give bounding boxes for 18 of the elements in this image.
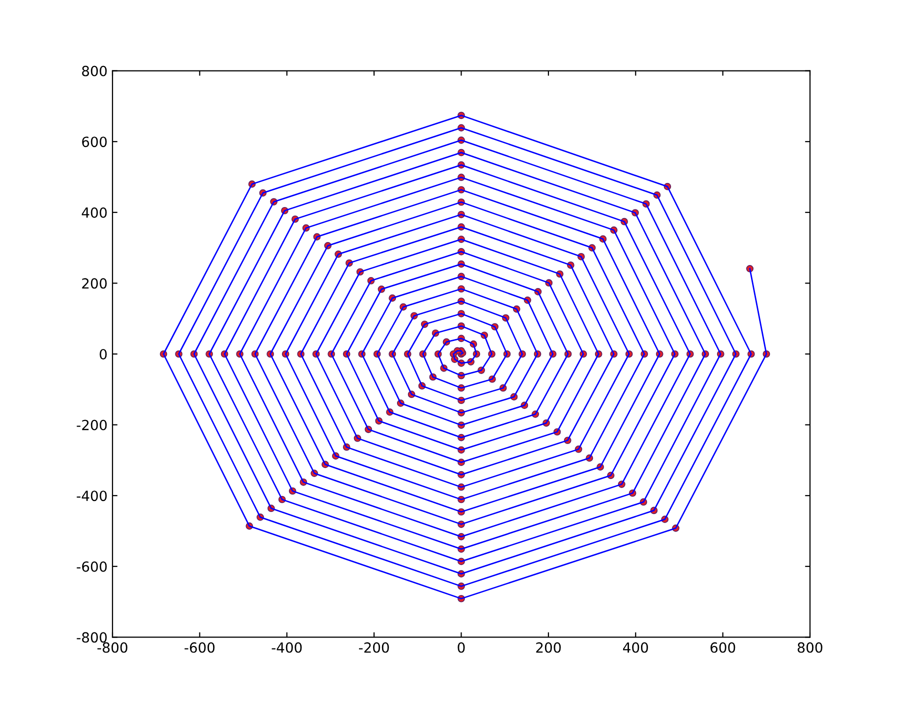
x-tick-label: -600 bbox=[184, 642, 215, 653]
x-tick-label: 0 bbox=[458, 642, 465, 653]
y-tick-label: 600 bbox=[82, 136, 107, 148]
y-tick-label: 800 bbox=[82, 66, 107, 76]
y-tick-label: 200 bbox=[82, 278, 107, 289]
y-tick-label: -200 bbox=[76, 420, 107, 430]
x-tick-label: 200 bbox=[536, 642, 561, 653]
x-tick-label: -200 bbox=[358, 642, 389, 653]
x-tick-label: -800 bbox=[97, 642, 128, 653]
x-tick-label: 800 bbox=[798, 642, 822, 653]
y-tick-label: 400 bbox=[82, 207, 107, 218]
y-tick-label: 0 bbox=[100, 348, 107, 360]
x-tick-label: 400 bbox=[623, 642, 648, 653]
y-tick-label: -600 bbox=[76, 561, 107, 572]
y-tick-label: -800 bbox=[76, 632, 107, 643]
x-tick-label: -400 bbox=[272, 642, 302, 653]
x-tick-label: 600 bbox=[710, 642, 736, 653]
y-tick-label: -400 bbox=[76, 490, 107, 502]
